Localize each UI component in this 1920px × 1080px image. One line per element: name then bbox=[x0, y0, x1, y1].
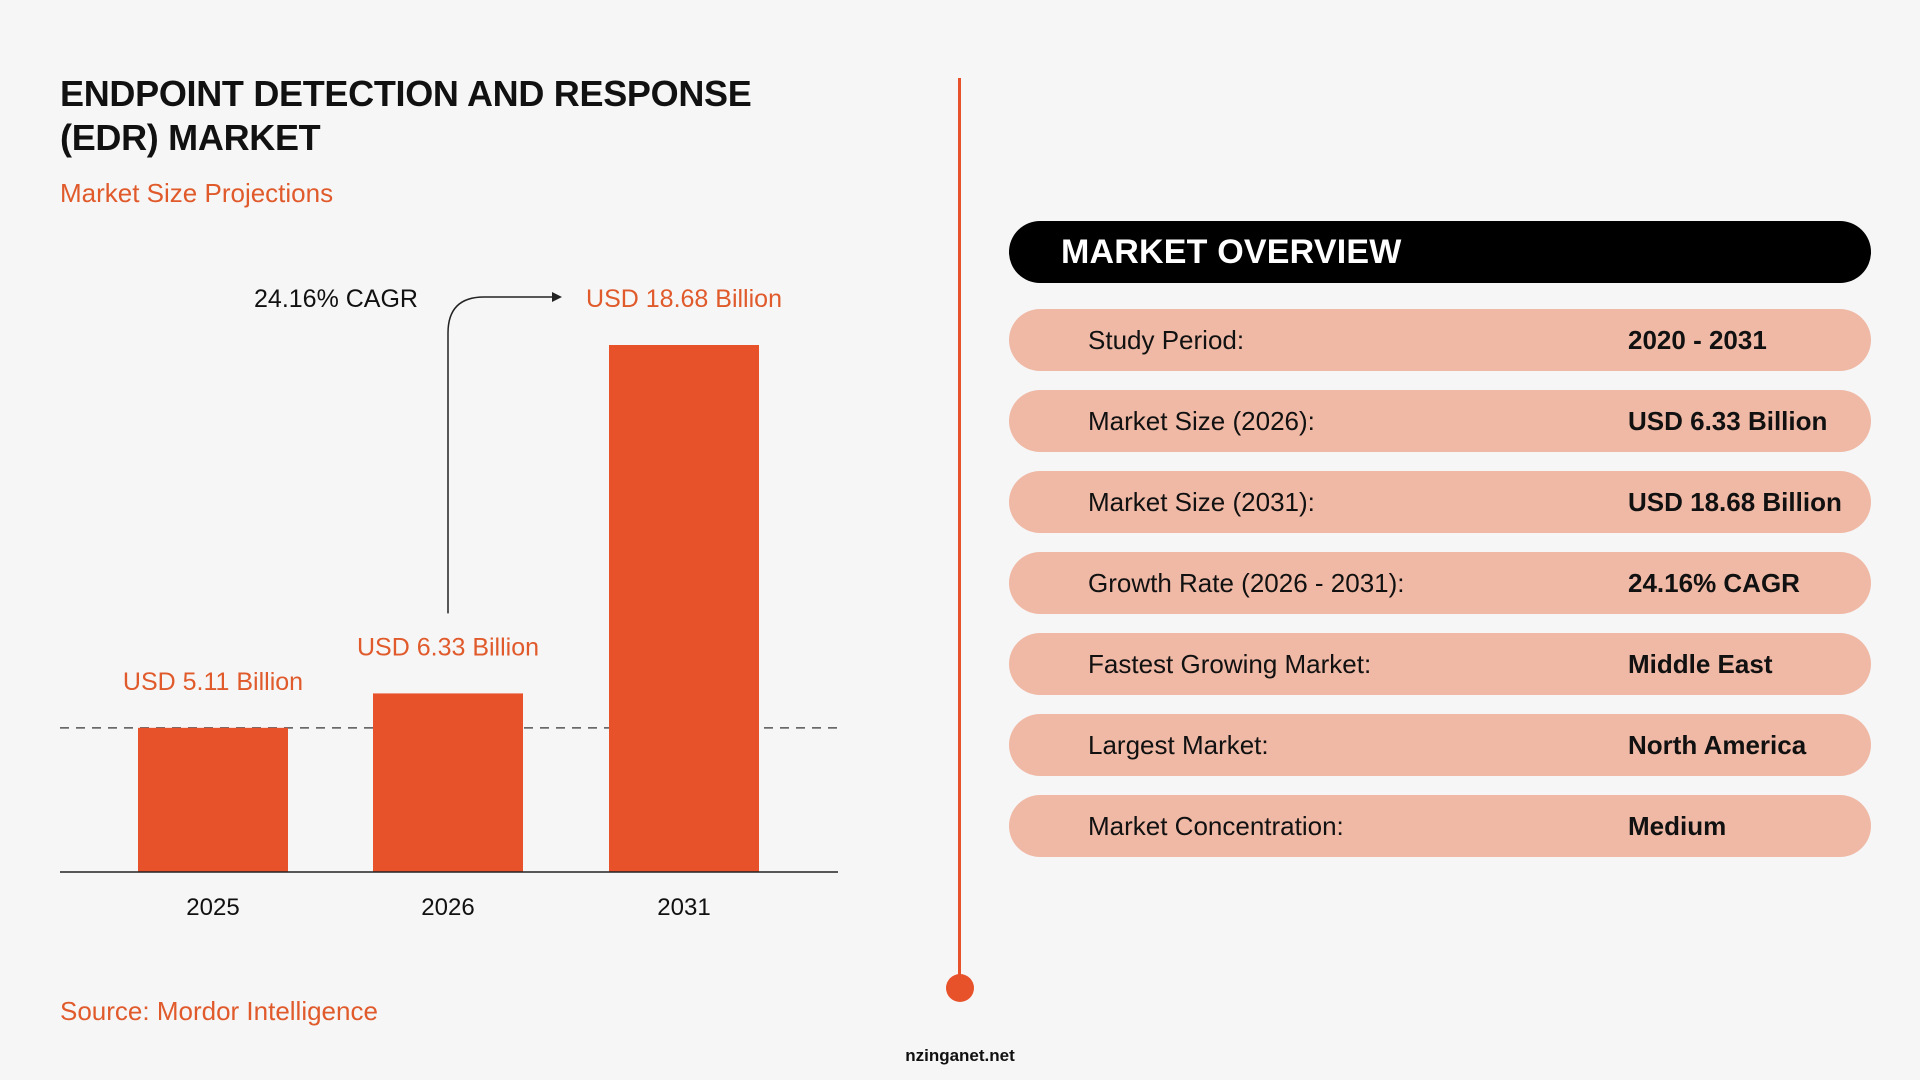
overview-row-market-size-2026: Market Size (2026): USD 6.33 Billion bbox=[1009, 390, 1871, 452]
page-title: ENDPOINT DETECTION AND RESPONSE (EDR) MA… bbox=[60, 72, 752, 160]
overview-row-value: 24.16% CAGR bbox=[1628, 567, 1800, 598]
overview-row-label: Market Size (2026): bbox=[1088, 405, 1315, 436]
x-tick-labels: 2025 2026 2031 bbox=[186, 894, 710, 921]
overview-row-label: Fastest Growing Market: bbox=[1088, 648, 1372, 679]
overview-row-label: Market Concentration: bbox=[1088, 810, 1344, 841]
x-tick-label-2031: 2031 bbox=[657, 894, 710, 921]
title-line-1: ENDPOINT DETECTION AND RESPONSE bbox=[60, 73, 752, 114]
bar-2026 bbox=[373, 693, 523, 872]
data-label-2025: USD 5.11 Billion bbox=[123, 668, 303, 696]
overview-row-value: USD 6.33 Billion bbox=[1628, 405, 1828, 436]
overview-row-value: Medium bbox=[1628, 810, 1727, 841]
bar-group bbox=[138, 345, 759, 872]
website-footer: nzinganet.net bbox=[905, 1046, 1015, 1065]
divider-dot bbox=[946, 974, 974, 1002]
overview-row-value: North America bbox=[1628, 729, 1807, 760]
cagr-arrowhead-icon bbox=[552, 292, 562, 302]
overview-row-largest-market: Largest Market: North America bbox=[1009, 714, 1871, 776]
overview-row-concentration: Market Concentration: Medium bbox=[1009, 795, 1871, 857]
overview-row-label: Study Period: bbox=[1088, 324, 1245, 355]
overview-row-growth-rate: Growth Rate (2026 - 2031): 24.16% CAGR bbox=[1009, 552, 1871, 614]
title-line-2: (EDR) MARKET bbox=[60, 117, 321, 158]
x-tick-label-2026: 2026 bbox=[421, 894, 474, 921]
overview-row-label: Largest Market: bbox=[1088, 729, 1269, 760]
x-tick-label-2025: 2025 bbox=[186, 894, 239, 921]
overview-row-study-period: Study Period: 2020 - 2031 bbox=[1009, 309, 1871, 371]
cagr-annotation: 24.16% CAGR bbox=[254, 285, 418, 313]
vertical-divider bbox=[958, 78, 961, 988]
data-label-2026: USD 6.33 Billion bbox=[357, 633, 539, 661]
overview-row-label: Growth Rate (2026 - 2031): bbox=[1088, 567, 1405, 598]
overview-row-value: Middle East bbox=[1628, 648, 1773, 679]
overview-row-value: 2020 - 2031 bbox=[1628, 324, 1767, 355]
bar-2025 bbox=[138, 727, 288, 872]
source-note: Source: Mordor Intelligence bbox=[60, 996, 378, 1026]
market-overview-rows: Study Period: 2020 - 2031 Market Size (2… bbox=[1009, 309, 1871, 857]
page-subtitle: Market Size Projections bbox=[60, 178, 334, 208]
market-overview-header: MARKET OVERVIEW bbox=[1009, 221, 1871, 283]
data-labels: USD 5.11 Billion USD 6.33 Billion USD 18.6… bbox=[123, 285, 782, 696]
overview-row-fastest-growing: Fastest Growing Market: Middle East bbox=[1009, 633, 1871, 695]
market-overview-title: MARKET OVERVIEW bbox=[1061, 232, 1402, 271]
bar-2031 bbox=[609, 345, 759, 872]
overview-row-market-size-2031: Market Size (2031): USD 18.68 Billion bbox=[1009, 471, 1871, 533]
overview-row-value: USD 18.68 Billion bbox=[1628, 486, 1842, 517]
bar-chart: 2025 2026 2031 USD 5.11 Billion USD 6.33 Bi… bbox=[60, 285, 838, 921]
cagr-arrow-line bbox=[447, 296, 554, 614]
data-label-2031: USD 18.68 Billion bbox=[586, 285, 782, 313]
overview-row-label: Market Size (2031): bbox=[1088, 486, 1315, 517]
